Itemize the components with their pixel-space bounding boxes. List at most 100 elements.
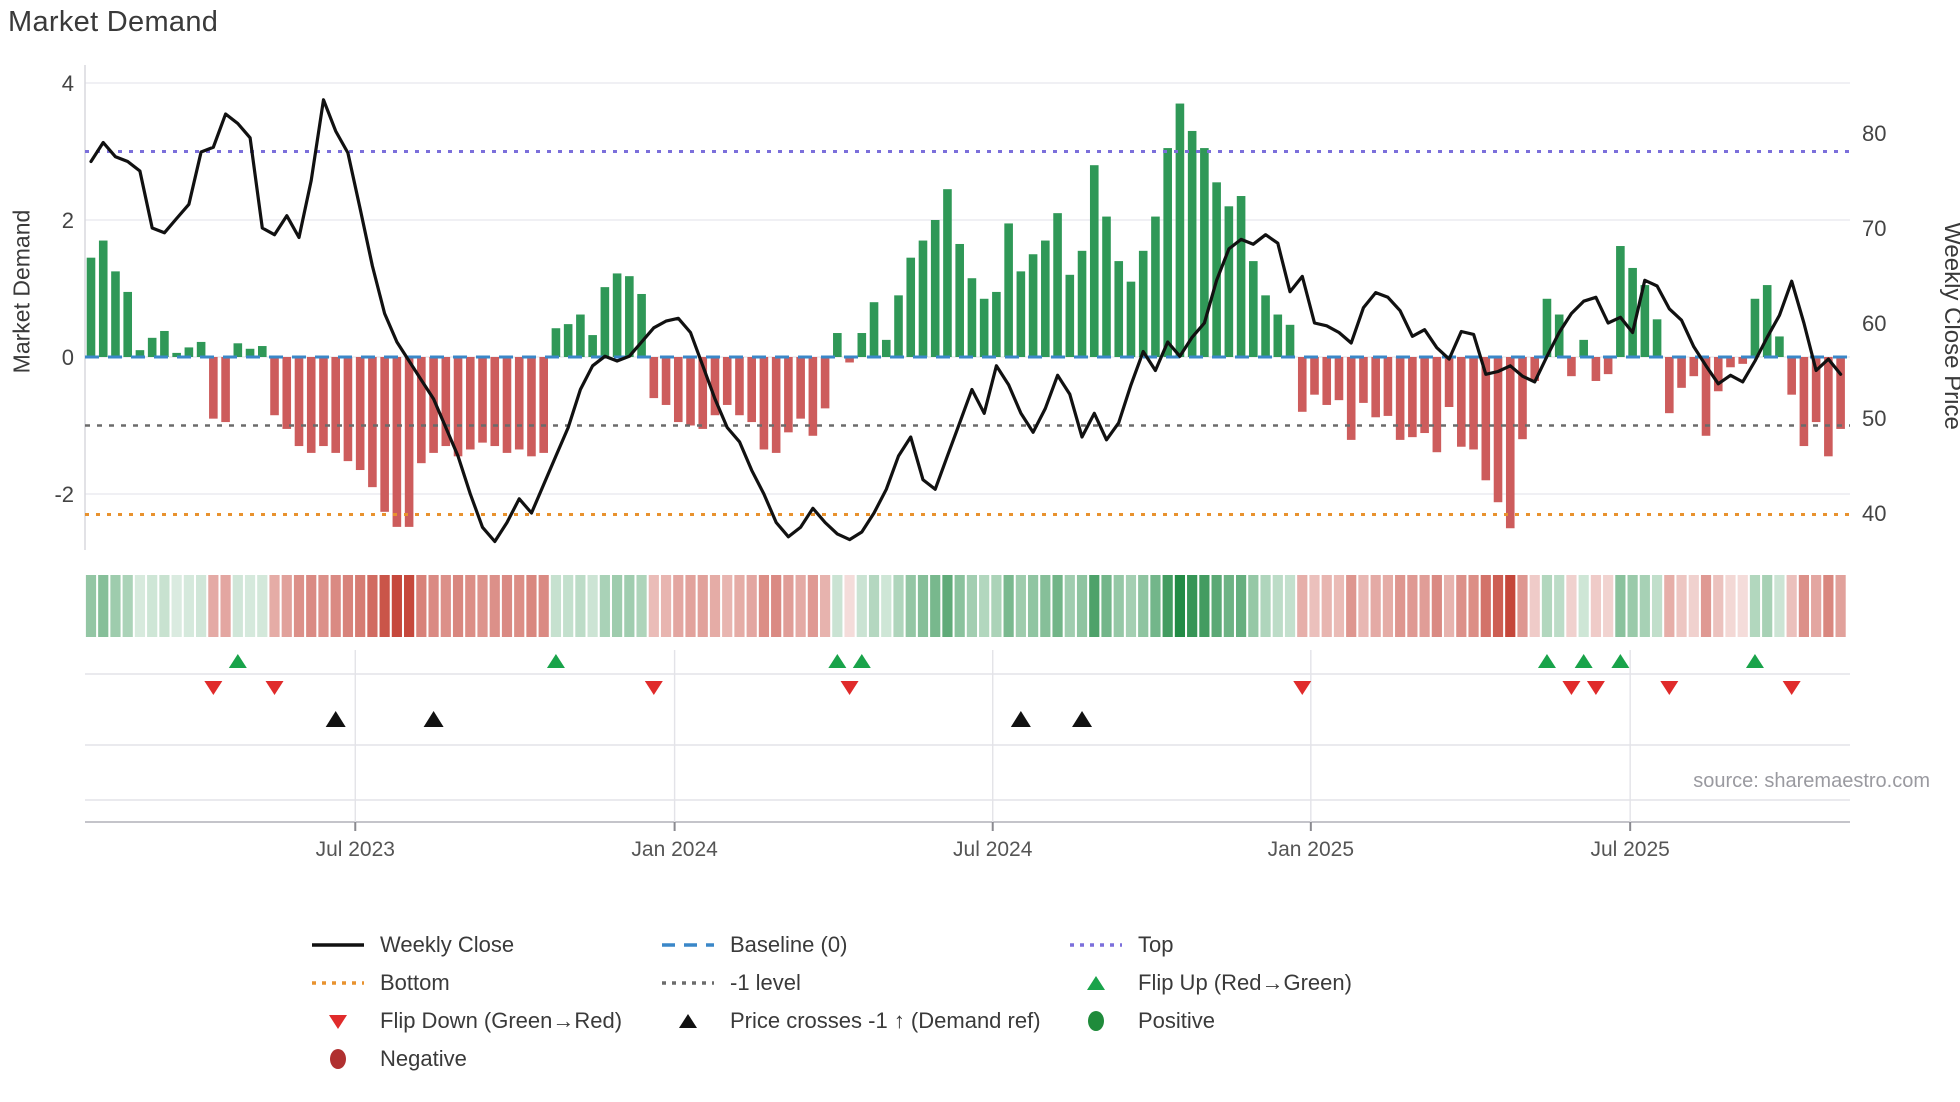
- demand-bar-negative: [343, 357, 353, 462]
- heat-strip-cell: [514, 575, 525, 637]
- heat-strip-cell: [1407, 575, 1418, 637]
- heat-strip-cell: [660, 575, 672, 637]
- tri-up-swatch-icon: [660, 1010, 716, 1032]
- demand-bar-positive: [1089, 165, 1099, 357]
- heat-strip-cell: [1064, 575, 1075, 637]
- demand-bar-negative: [1457, 357, 1466, 447]
- heat-strip-cell: [722, 575, 733, 637]
- demand-bar-negative: [502, 357, 512, 453]
- heat-strip-cell: [771, 575, 782, 637]
- heat-strip-cell: [1639, 575, 1650, 637]
- heat-strip-cell: [452, 575, 464, 637]
- legend-item: Flip Down (Green→Red): [310, 1002, 622, 1040]
- flip-up-marker: [228, 654, 247, 668]
- demand-bar-positive: [857, 333, 867, 357]
- demand-bar-negative: [784, 357, 793, 433]
- heat-strip-cell: [1590, 575, 1602, 637]
- source-credit: source: sharemaestro.com: [1693, 770, 1930, 792]
- demand-bar-positive: [147, 337, 157, 357]
- heat-strip-cell: [1174, 575, 1186, 637]
- heat-strip-cell: [1798, 575, 1809, 637]
- demand-bar-negative: [771, 357, 781, 453]
- demand-bar-negative: [1738, 357, 1748, 364]
- demand-bar-negative: [331, 357, 340, 453]
- demand-bar-negative: [1346, 357, 1356, 440]
- heat-strip-cell: [1211, 575, 1222, 637]
- demand-bar-negative: [686, 357, 695, 426]
- heat-strip-cell: [820, 575, 831, 637]
- heat-strip-cell: [1443, 575, 1455, 637]
- heat-strip-cell: [1076, 575, 1088, 637]
- demand-bar-positive: [1285, 324, 1295, 357]
- heat-strip-cell: [208, 575, 219, 637]
- heat-strip-cell: [624, 575, 635, 637]
- weekly-close-line: [89, 98, 1843, 544]
- demand-bar-negative: [1505, 357, 1515, 529]
- heat-strip-cell: [1150, 575, 1161, 637]
- legend-item: Weekly Close: [310, 926, 622, 964]
- demand-bar-negative: [1726, 357, 1735, 368]
- demand-bar-positive: [1126, 281, 1136, 357]
- heat-strip-cell: [673, 575, 684, 637]
- demand-bar-negative: [1677, 357, 1686, 388]
- demand-bar-positive: [98, 240, 108, 357]
- heat-strip-cell: [85, 575, 97, 637]
- heat-strip-cell: [893, 575, 904, 637]
- heat-strip-cell: [171, 575, 182, 637]
- heat-strip-cell: [1138, 575, 1149, 637]
- demand-bar-positive: [111, 271, 120, 357]
- demand-bar-positive: [1224, 206, 1234, 357]
- demand-bar-negative: [1591, 357, 1601, 381]
- flip-down-marker: [840, 681, 859, 695]
- demand-bar-positive: [1750, 298, 1760, 357]
- demand-bar-positive: [551, 328, 561, 357]
- heat-strip-cell: [1370, 575, 1381, 637]
- heat-strip-cell: [134, 575, 146, 637]
- flip-up-marker: [546, 654, 565, 668]
- x-axis-tick-label: Jan 2025: [1268, 838, 1354, 861]
- legend-label: Weekly Close: [380, 932, 515, 957]
- legend-column: Baseline (0) -1 level Price crosses -1 ↑ (…: [660, 926, 1041, 1040]
- price-cross-marker: [1072, 711, 1093, 727]
- legend-label: Price crosses -1 ↑ (Demand ref): [730, 1008, 1041, 1033]
- demand-bar-negative: [514, 357, 524, 450]
- demand-bar-negative: [1297, 357, 1307, 412]
- heat-strip-cell: [281, 575, 292, 637]
- demand-bar-negative: [1665, 357, 1674, 414]
- demand-bar-negative: [282, 357, 292, 429]
- demand-bar-negative: [527, 357, 536, 457]
- heat-strip-cell: [379, 575, 390, 637]
- heat-strip-cell: [783, 575, 794, 637]
- heat-strip-cell: [538, 575, 549, 637]
- heat-strip-cell: [1015, 575, 1026, 637]
- legend-label: Flip Down (Green→Red): [380, 1008, 623, 1033]
- heat-strip-cell: [795, 575, 806, 637]
- demand-bar-negative: [368, 357, 377, 488]
- heat-strip-cell: [881, 575, 892, 637]
- demand-bar-positive: [588, 335, 597, 357]
- x-axis-tick-label: Jul 2023: [316, 838, 395, 861]
- heat-strip-cell: [1566, 575, 1577, 637]
- demand-bar-negative: [221, 357, 230, 423]
- demand-bar-negative: [808, 357, 818, 436]
- demand-bar-positive: [1775, 336, 1784, 357]
- demand-bar-negative: [1444, 357, 1454, 408]
- heat-strip-cell: [1456, 575, 1467, 637]
- demand-bar-negative: [392, 357, 402, 527]
- demand-bar-negative: [306, 357, 316, 453]
- heat-strip-cell: [391, 575, 402, 637]
- heat-strip-cell: [1823, 575, 1834, 637]
- heat-strip-cell: [416, 575, 427, 637]
- demand-bar-positive: [918, 240, 928, 357]
- legend-label: Positive: [1138, 1008, 1216, 1033]
- heat-strip-cell: [1162, 575, 1173, 637]
- demand-bar-negative: [1689, 357, 1699, 377]
- demand-bar-negative: [319, 357, 328, 447]
- demand-bar-negative: [478, 357, 487, 443]
- demand-bar-negative: [1518, 357, 1527, 440]
- flip-down-marker: [1782, 681, 1801, 695]
- left-axis-tick: 4: [62, 71, 74, 96]
- heat-strip-cell: [1603, 575, 1614, 637]
- heat-strip-cell: [489, 575, 500, 637]
- demand-bar-negative: [1603, 357, 1613, 375]
